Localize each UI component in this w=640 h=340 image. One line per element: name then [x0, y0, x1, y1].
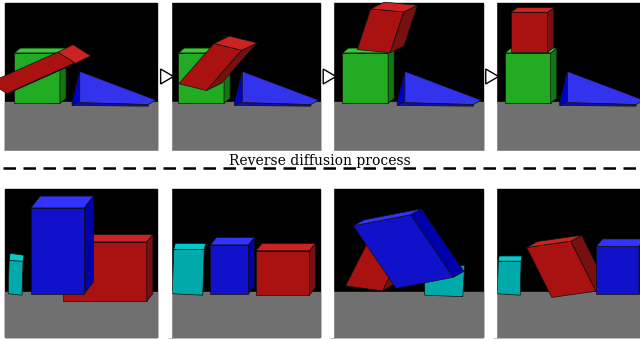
Bar: [493, 189, 640, 337]
Polygon shape: [511, 12, 548, 52]
Polygon shape: [207, 43, 257, 90]
Polygon shape: [550, 48, 557, 103]
Polygon shape: [353, 215, 453, 288]
Polygon shape: [499, 256, 522, 261]
Bar: [330, 189, 483, 337]
Polygon shape: [560, 102, 636, 106]
Polygon shape: [353, 209, 421, 226]
Polygon shape: [505, 53, 550, 103]
Bar: [493, 3, 640, 151]
Polygon shape: [527, 235, 582, 248]
Polygon shape: [371, 2, 417, 12]
Polygon shape: [179, 44, 242, 90]
Polygon shape: [31, 196, 93, 208]
Polygon shape: [174, 243, 206, 249]
Polygon shape: [31, 208, 84, 294]
Polygon shape: [342, 53, 388, 103]
Bar: [330, 292, 483, 337]
Polygon shape: [7, 56, 91, 94]
Polygon shape: [511, 8, 554, 12]
Polygon shape: [256, 251, 309, 295]
Polygon shape: [397, 71, 405, 105]
Polygon shape: [346, 236, 408, 291]
Polygon shape: [596, 239, 640, 246]
Polygon shape: [357, 9, 404, 53]
Polygon shape: [248, 238, 255, 294]
Polygon shape: [390, 5, 417, 53]
Polygon shape: [179, 48, 230, 53]
Polygon shape: [410, 209, 464, 277]
Polygon shape: [211, 245, 248, 294]
Polygon shape: [179, 53, 224, 103]
Polygon shape: [235, 71, 319, 105]
Polygon shape: [323, 69, 336, 84]
Polygon shape: [14, 53, 60, 103]
Bar: [5, 3, 157, 151]
Polygon shape: [571, 235, 607, 291]
Bar: [327, 0, 333, 151]
Polygon shape: [342, 48, 394, 53]
Bar: [5, 189, 157, 337]
Bar: [164, 0, 171, 151]
Bar: [168, 189, 320, 337]
Polygon shape: [425, 266, 465, 297]
Polygon shape: [486, 69, 499, 84]
Polygon shape: [9, 253, 24, 261]
Bar: [5, 292, 157, 337]
Polygon shape: [560, 71, 640, 105]
Polygon shape: [8, 260, 23, 295]
Bar: [168, 102, 320, 151]
Bar: [164, 185, 171, 337]
Polygon shape: [63, 235, 153, 242]
Polygon shape: [235, 102, 311, 106]
Polygon shape: [560, 71, 568, 105]
Polygon shape: [58, 45, 91, 63]
Text: Reverse diffusion process: Reverse diffusion process: [229, 154, 411, 168]
Polygon shape: [596, 246, 639, 294]
Bar: [330, 3, 483, 151]
Polygon shape: [0, 52, 76, 94]
Polygon shape: [371, 228, 420, 241]
Polygon shape: [256, 243, 316, 251]
Polygon shape: [63, 242, 147, 301]
Polygon shape: [497, 261, 521, 295]
Bar: [0, 151, 640, 153]
Polygon shape: [214, 36, 257, 50]
Polygon shape: [211, 238, 255, 245]
Bar: [327, 185, 333, 337]
Bar: [168, 3, 320, 151]
Polygon shape: [14, 48, 66, 53]
Polygon shape: [84, 196, 93, 294]
Bar: [490, 0, 496, 151]
Polygon shape: [224, 48, 230, 103]
Polygon shape: [235, 71, 243, 105]
Polygon shape: [397, 71, 481, 105]
Polygon shape: [388, 48, 394, 103]
Bar: [493, 292, 640, 337]
Polygon shape: [172, 249, 204, 295]
Polygon shape: [505, 48, 557, 53]
Bar: [330, 102, 483, 151]
Polygon shape: [527, 241, 596, 298]
Polygon shape: [548, 8, 554, 52]
Polygon shape: [60, 48, 66, 103]
Bar: [493, 102, 640, 151]
Bar: [168, 292, 320, 337]
Polygon shape: [639, 239, 640, 294]
Polygon shape: [72, 102, 148, 106]
Polygon shape: [161, 69, 173, 84]
Polygon shape: [383, 234, 420, 291]
Bar: [5, 102, 157, 151]
Polygon shape: [72, 71, 80, 105]
Polygon shape: [309, 243, 316, 295]
Polygon shape: [147, 235, 153, 301]
Polygon shape: [397, 102, 474, 106]
Polygon shape: [72, 71, 156, 105]
Bar: [490, 185, 496, 337]
